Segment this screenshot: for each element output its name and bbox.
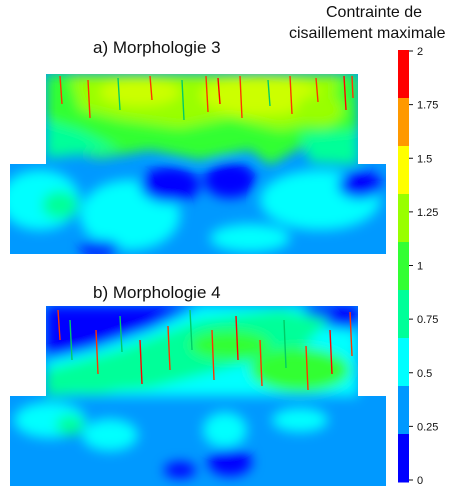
color-bar-segment (398, 434, 409, 483)
color-bar-segment (398, 386, 409, 435)
legend-title-line2: cisaillement maximale (289, 25, 446, 42)
color-bar-segment (398, 194, 409, 243)
legend-title-line1: Contrainte de (326, 4, 423, 21)
panel-b-field (10, 306, 386, 486)
color-bar-segment (398, 98, 409, 147)
panel-b-title: b) Morphologie 4 (93, 283, 221, 302)
color-bar-tick-label: 0.5 (417, 368, 432, 380)
color-bar-tick-label: 2 (417, 46, 423, 58)
color-bar-tick-label: 1.5 (417, 153, 432, 165)
color-bar-segment (398, 338, 409, 387)
panel-b-stripes (57, 309, 353, 391)
color-bar: 2 1.75 1.5 1.25 1 0.75 0.5 0.25 0 (398, 46, 438, 487)
color-bar-tick-label: 1.25 (417, 207, 438, 219)
panel-a-title: a) Morphologie 3 (93, 38, 221, 57)
color-bar-tick-label: 0.75 (417, 314, 438, 326)
color-bar-tick-label: 0.25 (417, 421, 438, 433)
color-bar-segment (398, 290, 409, 339)
color-bar-segment (398, 146, 409, 195)
color-bar-segment (398, 242, 409, 291)
color-bar-tick-label: 1.75 (417, 100, 438, 112)
color-bar-segment (398, 50, 409, 99)
color-bar-tick-label: 1 (417, 261, 423, 273)
panel-a-field (10, 74, 386, 254)
panel-a-stripes (59, 75, 354, 121)
color-bar-tick-label: 0 (417, 475, 423, 487)
